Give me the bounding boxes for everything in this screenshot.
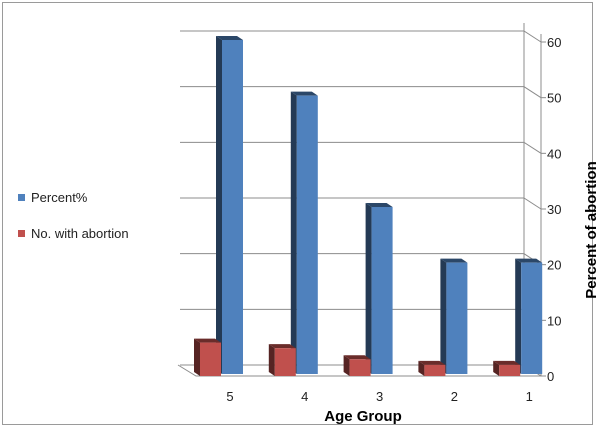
legend-item-percent: Percent% bbox=[18, 187, 129, 207]
x-tick-label: 4 bbox=[301, 389, 308, 404]
y-tick-labels: 0 10 20 30 40 50 60 bbox=[547, 35, 561, 384]
bar-percent-1 bbox=[515, 258, 543, 374]
bar-abortion-5 bbox=[194, 338, 221, 376]
x-tick-label: 3 bbox=[376, 389, 383, 404]
bar-percent-5 bbox=[216, 36, 243, 374]
y-tick-label: 40 bbox=[547, 146, 561, 161]
x-tick-label: 2 bbox=[451, 389, 458, 404]
bar-percent-3 bbox=[365, 203, 393, 374]
y-tick-label: 50 bbox=[547, 91, 561, 106]
x-tick-label: 1 bbox=[526, 389, 533, 404]
legend-swatch-percent bbox=[18, 193, 25, 201]
legend-label-abortion: No. with abortion bbox=[31, 225, 129, 241]
bar-abortion-4 bbox=[268, 344, 296, 376]
y-tick-label: 20 bbox=[547, 258, 561, 273]
x-axis-title: Age Group bbox=[324, 408, 402, 425]
bar-abortion-2 bbox=[418, 360, 446, 376]
y-tick-label: 10 bbox=[547, 313, 561, 328]
legend-label-percent: Percent% bbox=[31, 189, 88, 205]
y-tick-label: 30 bbox=[547, 202, 561, 217]
y-tick-label: 60 bbox=[547, 35, 561, 50]
bar-percent-2 bbox=[440, 258, 468, 374]
legend: Percent% No. with abortion bbox=[18, 187, 129, 259]
legend-item-abortion: No. with abortion bbox=[18, 223, 129, 243]
legend-swatch-abortion bbox=[18, 229, 25, 237]
x-tick-labels: 5 4 3 2 1 bbox=[226, 389, 532, 404]
bar-percent-4 bbox=[290, 91, 318, 375]
bar-abortion-1 bbox=[493, 360, 521, 376]
x-tick-label: 5 bbox=[226, 389, 233, 404]
y-axis-title: Percent of abortion bbox=[583, 161, 600, 299]
bars bbox=[194, 36, 543, 376]
y-tick-label: 0 bbox=[547, 369, 554, 384]
bar-abortion-3 bbox=[343, 355, 371, 376]
